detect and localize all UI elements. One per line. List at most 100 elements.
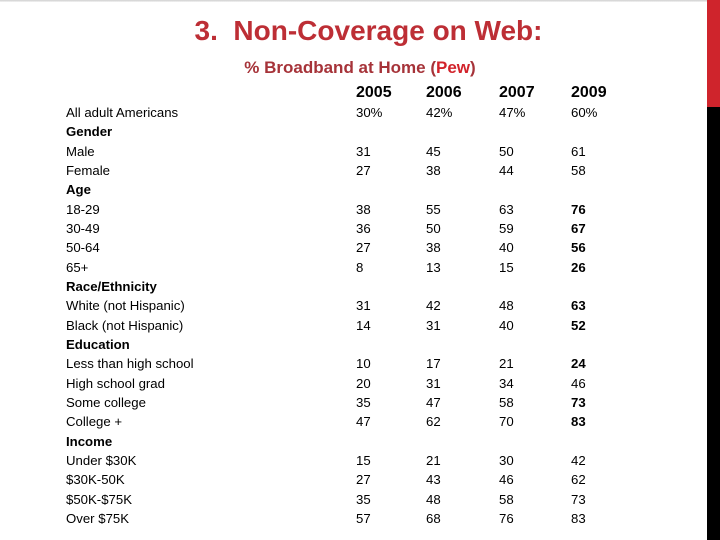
table-cell-2009: 73	[571, 394, 586, 410]
table-cell-2005: 8	[356, 259, 364, 275]
table-cell-2005: 31	[356, 143, 371, 159]
table-body: All adult Americans 30% 42% 47% 60% Gend…	[0, 103, 707, 528]
table-cell-2006: 31	[426, 375, 441, 391]
table-cell-2006: 62	[426, 414, 441, 430]
slide-title: 3. Non-Coverage on Web:	[194, 15, 543, 46]
table-row: $50K-$75K 35 48 58 73	[0, 490, 707, 509]
table-cell-2009: 46	[571, 375, 586, 391]
row-label: $30K-50K	[66, 472, 125, 488]
row-label: High school grad	[66, 375, 165, 391]
table-row: High school grad 20 31 34 46	[0, 374, 707, 393]
table-cell-2009: 83	[571, 414, 586, 430]
row-label: College +	[66, 414, 123, 430]
row-label: Race/Ethnicity	[66, 278, 157, 294]
table-cell-2005: 35	[356, 491, 371, 507]
table-row: 50-64 27 38 40 56	[0, 238, 707, 257]
year-header-2009: 2009	[571, 84, 607, 101]
table-row: All adult Americans 30% 42% 47% 60%	[0, 103, 707, 122]
table-cell-2005: 27	[356, 162, 371, 178]
table-cell-2005: 35	[356, 394, 371, 410]
table-cell-2009: 26	[571, 259, 586, 275]
table-cell-2007: 40	[499, 317, 514, 333]
row-label: White (not Hispanic)	[66, 298, 185, 314]
row-label: Income	[66, 433, 113, 449]
table-cell-2009: 73	[571, 491, 586, 507]
table-row: Less than high school 10 17 21 24	[0, 354, 707, 373]
row-label: All adult Americans	[66, 105, 179, 120]
table-cell-2007: 47%	[499, 105, 526, 120]
subtitle-source-pew: Pew	[436, 58, 471, 77]
table-row: Black (not Hispanic) 14 31 40 52	[0, 316, 707, 335]
table-cell-2009: 63	[571, 298, 586, 314]
table-row: College + 47 62 70 83	[0, 412, 707, 431]
row-label: Male	[66, 143, 95, 159]
table-cell-2007: 58	[499, 394, 514, 410]
table-cell-2007: 58	[499, 491, 514, 507]
table-cell-2007: 15	[499, 259, 514, 275]
table-cell-2005: 36	[356, 220, 371, 236]
row-label: Less than high school	[66, 356, 194, 372]
table-cell-2006: 17	[426, 356, 441, 372]
table-row: White (not Hispanic) 31 42 48 63	[0, 296, 707, 315]
table-cell-2005: 38	[356, 201, 371, 217]
table-cell-2005: 20	[356, 375, 371, 391]
table-row: 65+ 8 13 15 26	[0, 258, 707, 277]
table-row: $30K-50K 27 43 46 62	[0, 470, 707, 489]
row-label: Black (not Hispanic)	[66, 317, 184, 333]
table-cell-2006: 42%	[426, 105, 453, 120]
table-cell-2007: 70	[499, 414, 514, 430]
table-cell-2007: 30	[499, 452, 514, 468]
subtitle-text: % Broadband at Home (	[244, 58, 437, 77]
table-cell-2007: 76	[499, 510, 514, 526]
row-label: Female	[66, 162, 110, 178]
row-label: Some college	[66, 394, 146, 410]
row-label: Education	[66, 336, 130, 352]
table-row: Some college 35 47 58 73	[0, 393, 707, 412]
row-label: 18-29	[66, 201, 100, 217]
table-cell-2006: 13	[426, 259, 441, 275]
top-edge-line	[0, 0, 720, 2]
row-label: $50K-$75K	[66, 491, 132, 507]
table-cell-2007: 59	[499, 220, 514, 236]
table-cell-2007: 63	[499, 201, 514, 217]
table-cell-2009: 52	[571, 317, 586, 333]
table-cell-2005: 47	[356, 414, 371, 430]
table-cell-2006: 31	[426, 317, 441, 333]
table-cell-2005: 10	[356, 356, 371, 372]
table-cell-2007: 34	[499, 375, 514, 391]
table-cell-2006: 50	[426, 220, 441, 236]
table-cell-2009: 60%	[571, 105, 598, 120]
row-label: Gender	[66, 124, 113, 140]
table-cell-2005: 15	[356, 452, 371, 468]
row-label: 50-64	[66, 240, 100, 256]
row-label: Age	[66, 182, 91, 198]
table-cell-2006: 55	[426, 201, 441, 217]
table-cell-2006: 38	[426, 162, 441, 178]
table-cell-2006: 45	[426, 143, 441, 159]
table-cell-2006: 42	[426, 298, 441, 314]
table-cell-2009: 61	[571, 143, 586, 159]
table-cell-2009: 58	[571, 162, 586, 178]
table-cell-2009: 76	[571, 201, 586, 217]
table-cell-2005: 30%	[356, 105, 383, 120]
table-cell-2007: 50	[499, 143, 514, 159]
table-cell-2005: 27	[356, 240, 371, 256]
table-cell-2006: 47	[426, 394, 441, 410]
table-cell-2005: 14	[356, 317, 371, 333]
table-header-row: 2005 2006 2007 2009	[0, 83, 707, 103]
table-cell-2006: 48	[426, 491, 441, 507]
table-row: Income	[0, 432, 707, 451]
table-row: Education	[0, 335, 707, 354]
table-row: Race/Ethnicity	[0, 277, 707, 296]
table-cell-2006: 21	[426, 452, 441, 468]
row-label: Over $75K	[66, 510, 130, 526]
table-cell-2007: 21	[499, 356, 514, 372]
table-row: Over $75K 57 68 76 83	[0, 509, 707, 528]
year-header-2006: 2006	[426, 84, 462, 101]
table-row: Gender	[0, 122, 707, 141]
table-cell-2009: 67	[571, 220, 586, 236]
table-cell-2007: 40	[499, 240, 514, 256]
table-row: 18-29 38 55 63 76	[0, 200, 707, 219]
table-cell-2005: 31	[356, 298, 371, 314]
table-cell-2009: 24	[571, 356, 586, 372]
